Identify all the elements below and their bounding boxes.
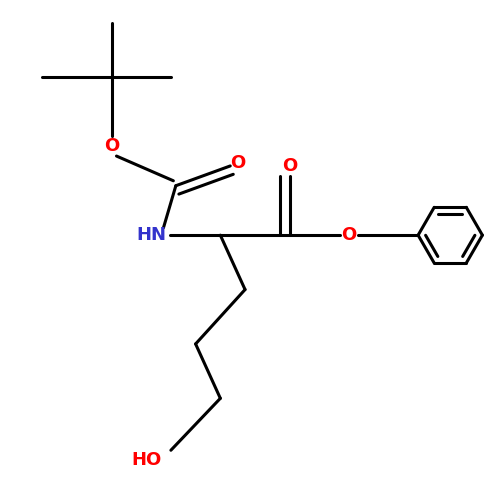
Text: O: O <box>104 137 119 155</box>
Text: HO: HO <box>131 451 162 469</box>
Text: HN: HN <box>136 226 166 244</box>
Text: O: O <box>230 154 246 172</box>
Text: O: O <box>342 226 356 244</box>
Text: O: O <box>282 157 297 175</box>
